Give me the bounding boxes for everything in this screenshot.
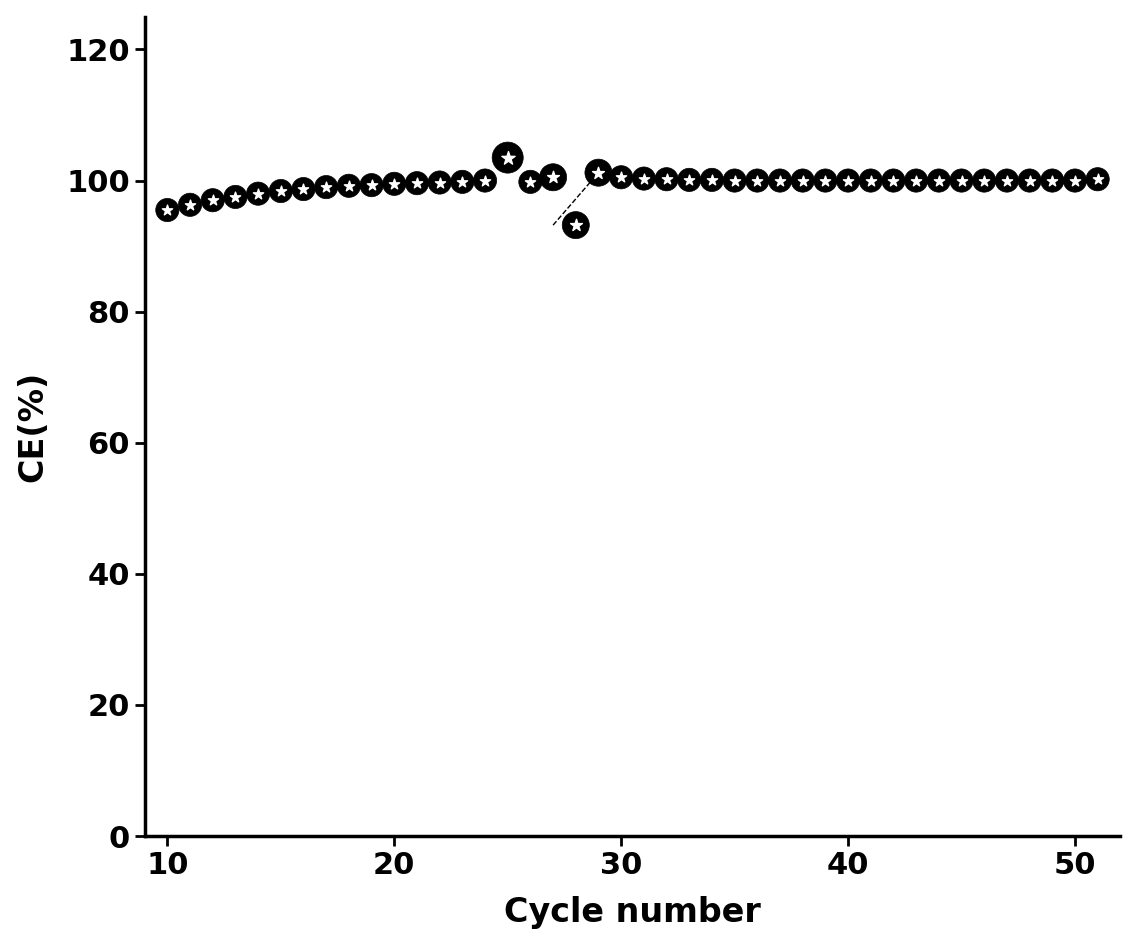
Point [657, 171, 675, 186]
Point [953, 173, 971, 188]
Point [1021, 173, 1039, 188]
Point [385, 176, 404, 191]
Point [816, 173, 835, 188]
Point [657, 171, 675, 186]
Point [862, 173, 880, 188]
Point [998, 173, 1016, 188]
Point [543, 169, 562, 184]
Point [543, 169, 562, 184]
Point [476, 173, 495, 188]
Point [1088, 171, 1106, 186]
Point [703, 172, 721, 187]
Point [317, 180, 335, 195]
Point [249, 186, 267, 201]
Point [794, 173, 812, 188]
Point [771, 173, 789, 188]
Point [976, 173, 994, 188]
Point [680, 172, 698, 187]
Point [385, 176, 404, 191]
Point [408, 176, 426, 191]
Point [771, 173, 789, 188]
Point [1043, 173, 1061, 188]
Point [431, 175, 449, 190]
Y-axis label: CE(%): CE(%) [17, 371, 50, 482]
Point [181, 197, 199, 212]
Point [816, 173, 835, 188]
Point [612, 169, 630, 184]
Point [634, 171, 653, 186]
Point [454, 174, 472, 189]
X-axis label: Cycle number: Cycle number [504, 896, 761, 929]
Point [454, 174, 472, 189]
Point [885, 173, 903, 188]
Point [476, 173, 495, 188]
Point [885, 173, 903, 188]
Point [589, 166, 607, 181]
Point [204, 193, 222, 208]
Point [431, 175, 449, 190]
Point [703, 172, 721, 187]
Point [1043, 173, 1061, 188]
Point [272, 184, 290, 199]
Point [634, 171, 653, 186]
Point [907, 173, 926, 188]
Point [1065, 173, 1084, 188]
Point [363, 178, 381, 193]
Point [748, 173, 766, 188]
Point [725, 173, 744, 188]
Point [998, 173, 1016, 188]
Point [272, 184, 290, 199]
Point [204, 193, 222, 208]
Point [1021, 173, 1039, 188]
Point [907, 173, 926, 188]
Point [340, 178, 358, 193]
Point [499, 150, 517, 166]
Point [294, 182, 313, 197]
Point [1088, 171, 1106, 186]
Point [976, 173, 994, 188]
Point [317, 180, 335, 195]
Point [680, 172, 698, 187]
Point [930, 173, 948, 188]
Point [408, 176, 426, 191]
Point [589, 166, 607, 181]
Point [521, 174, 539, 189]
Point [226, 189, 244, 204]
Point [340, 178, 358, 193]
Point [158, 202, 176, 218]
Point [1065, 173, 1084, 188]
Point [226, 189, 244, 204]
Point [294, 182, 313, 197]
Point [953, 173, 971, 188]
Point [181, 197, 199, 212]
Point [249, 186, 267, 201]
Point [839, 173, 857, 188]
Point [499, 150, 517, 166]
Point [794, 173, 812, 188]
Point [748, 173, 766, 188]
Point [839, 173, 857, 188]
Point [566, 218, 584, 233]
Point [725, 173, 744, 188]
Point [612, 169, 630, 184]
Point [930, 173, 948, 188]
Point [363, 178, 381, 193]
Point [158, 202, 176, 218]
Point [862, 173, 880, 188]
Point [566, 218, 584, 233]
Point [521, 174, 539, 189]
